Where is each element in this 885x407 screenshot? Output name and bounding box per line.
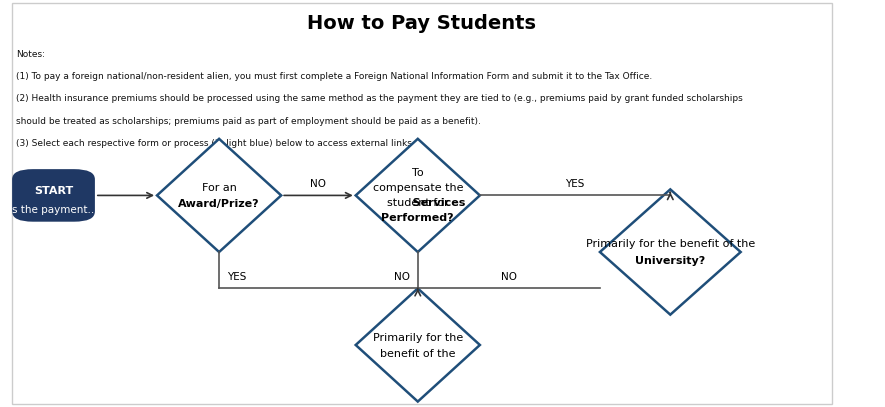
Text: How to Pay Students: How to Pay Students [307, 13, 536, 33]
Text: Award/Prize?: Award/Prize? [178, 199, 260, 209]
Polygon shape [356, 289, 480, 402]
Text: Services: Services [370, 198, 466, 208]
Text: University?: University? [635, 256, 705, 266]
Text: benefit of the: benefit of the [380, 349, 456, 359]
Text: Is the payment...: Is the payment... [9, 205, 98, 214]
Text: (2) Health insurance premiums should be processed using the same method as the p: (2) Health insurance premiums should be … [16, 94, 743, 103]
Text: YES: YES [566, 179, 585, 189]
Text: (1) To pay a foreign national/non-resident alien, you must first complete a Fore: (1) To pay a foreign national/non-reside… [16, 72, 652, 81]
Text: NO: NO [394, 272, 410, 282]
Text: Primarily for the benefit of the: Primarily for the benefit of the [586, 239, 755, 249]
Text: Notes:: Notes: [16, 50, 45, 59]
Polygon shape [356, 139, 480, 252]
Text: (3) Select each respective form or process (in light blue) below to access exter: (3) Select each respective form or proce… [16, 139, 415, 148]
Text: should be treated as scholarships; premiums paid as part of employment should be: should be treated as scholarships; premi… [16, 116, 481, 126]
Text: To: To [412, 168, 424, 178]
Text: START: START [34, 186, 73, 196]
Text: YES: YES [227, 272, 247, 282]
FancyBboxPatch shape [12, 169, 95, 222]
Text: NO: NO [501, 272, 517, 282]
Text: Primarily for the: Primarily for the [373, 333, 463, 343]
Polygon shape [600, 189, 741, 315]
Text: compensate the: compensate the [373, 183, 463, 193]
Text: For an: For an [202, 183, 236, 193]
Text: student for: student for [387, 198, 449, 208]
Text: NO: NO [311, 179, 327, 189]
Text: Performed?: Performed? [381, 212, 454, 223]
Polygon shape [157, 139, 281, 252]
